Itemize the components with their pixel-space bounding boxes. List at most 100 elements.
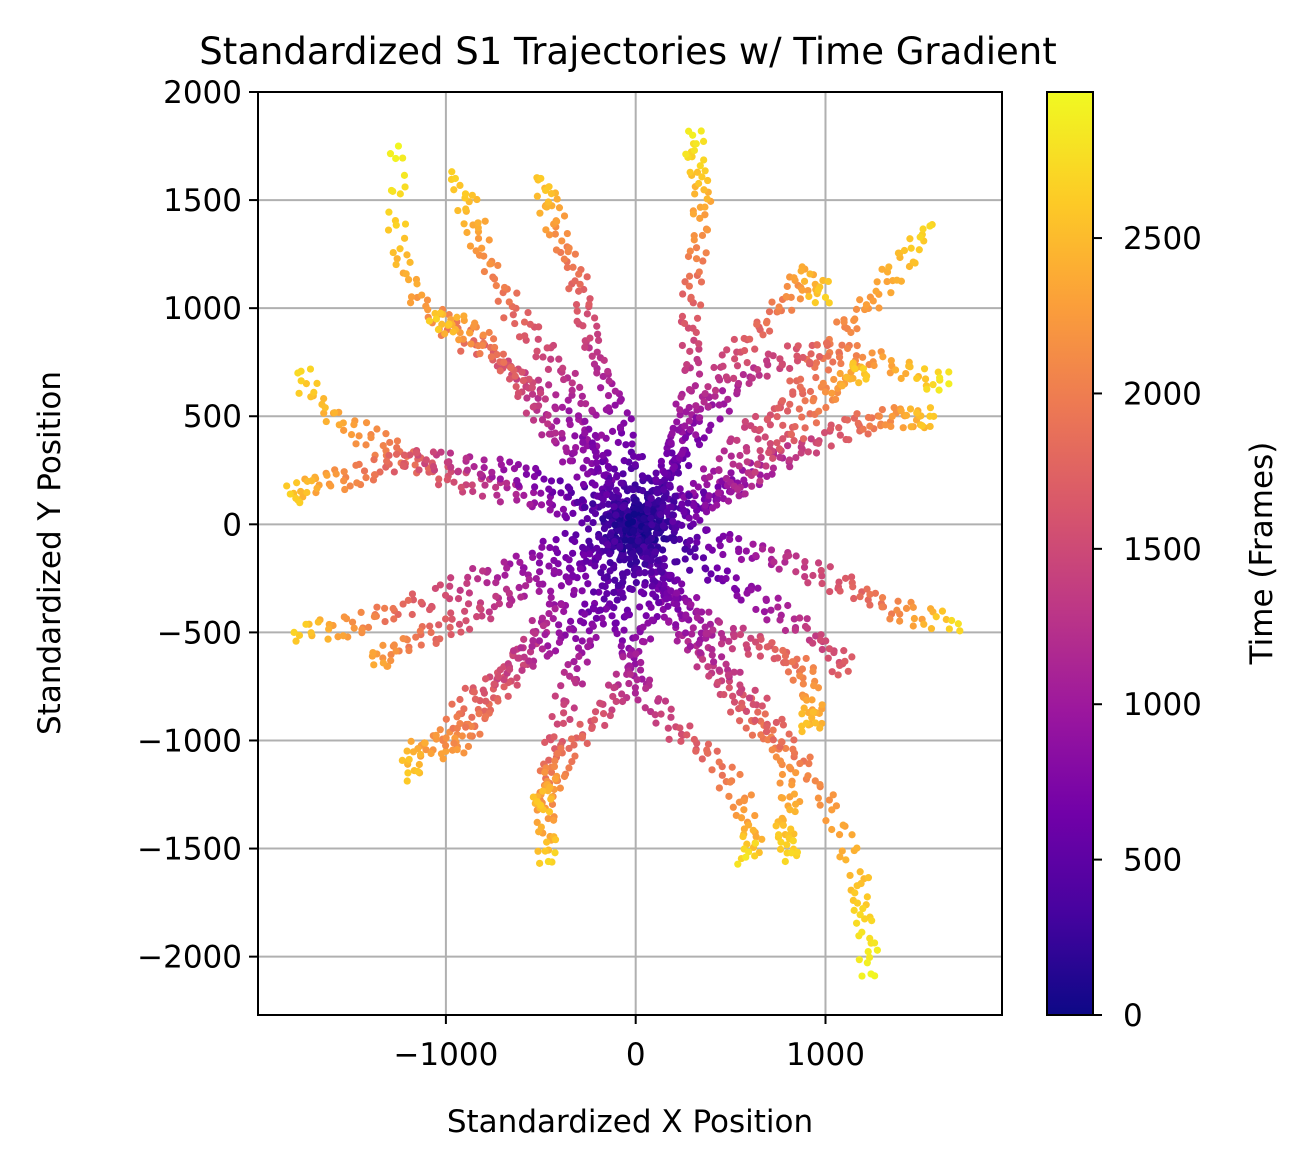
trajectory-point [520, 318, 529, 326]
trajectory-point [691, 190, 699, 198]
trajectory-point [775, 831, 783, 839]
trajectory-point [340, 477, 348, 485]
trajectory-point [853, 899, 862, 907]
trajectory-point [313, 484, 321, 492]
trajectory-point [610, 588, 618, 597]
trajectory-point [668, 429, 676, 438]
trajectory-point [478, 341, 487, 350]
trajectory-point [839, 821, 847, 829]
trajectory-point [751, 345, 759, 353]
trajectory-point [660, 493, 668, 502]
trajectory-point [697, 278, 706, 286]
trajectory-point [749, 540, 757, 548]
trajectory-point [589, 622, 597, 630]
trajectory-point [560, 375, 568, 384]
trajectory-point [579, 446, 587, 454]
trajectory-point [358, 626, 366, 634]
trajectory-point [779, 421, 787, 429]
trajectory-point [713, 495, 721, 503]
trajectory-point [457, 483, 465, 491]
colorbar-tick-label: 2500 [1123, 221, 1202, 257]
trajectory-point [634, 537, 642, 545]
trajectory-point [799, 353, 807, 362]
trajectory-point [708, 645, 716, 654]
trajectory-point [496, 475, 504, 483]
trajectory-point [506, 665, 514, 674]
trajectory-point [606, 711, 614, 720]
trajectory-point [916, 233, 924, 241]
trajectory-point [545, 430, 554, 438]
trajectory-point [801, 424, 809, 432]
trajectory-point [588, 406, 596, 414]
trajectory-point [551, 605, 559, 613]
trajectory-point [807, 435, 815, 443]
trajectory-point [553, 195, 561, 203]
trajectory-point [665, 735, 673, 743]
trajectory-point [858, 972, 866, 980]
trajectory-point [485, 608, 493, 616]
trajectory-point [387, 186, 396, 195]
trajectory-point [556, 477, 564, 485]
trajectory-point [307, 629, 315, 637]
trajectory-point [818, 701, 826, 709]
trajectory-point [776, 779, 784, 787]
trajectory-point [715, 618, 724, 626]
trajectory-point [398, 756, 406, 765]
trajectory-point [625, 513, 633, 521]
trajectory-point [636, 603, 644, 611]
trajectory-point [589, 588, 598, 596]
trajectory-point [673, 589, 681, 597]
trajectory-point [687, 293, 695, 301]
trajectory-point [600, 356, 608, 364]
trajectory-point [369, 648, 377, 657]
trajectory-point [853, 844, 861, 852]
trajectory-point [470, 463, 478, 471]
trajectory-point [572, 443, 580, 452]
trajectory-point [660, 555, 668, 563]
trajectory-point [360, 467, 369, 475]
trajectory-point [727, 452, 735, 460]
trajectory-point [510, 465, 519, 473]
trajectory-point [709, 626, 717, 634]
trajectory-point [340, 468, 348, 476]
trajectory-point [618, 697, 627, 706]
trajectory-point [705, 543, 713, 551]
trajectory-point [773, 439, 781, 447]
trajectory-point [591, 562, 599, 570]
trajectory-point [450, 739, 458, 747]
trajectory-point [672, 400, 680, 408]
trajectory-point [314, 618, 322, 626]
trajectory-point [560, 772, 569, 781]
trajectory-point [828, 389, 836, 397]
trajectory-point [464, 600, 473, 608]
trajectory-point [627, 415, 635, 423]
trajectory-point [386, 150, 395, 158]
trajectory-point [529, 636, 537, 645]
trajectory-point [559, 458, 567, 466]
trajectory-point [583, 310, 591, 318]
trajectory-point [460, 220, 468, 228]
trajectory-point [516, 558, 524, 566]
trajectory-point [582, 572, 590, 580]
trajectory-point [841, 574, 850, 582]
trajectory-point [763, 694, 771, 702]
trajectory-point [442, 715, 450, 723]
trajectory-point [324, 635, 332, 643]
trajectory-point [913, 409, 921, 417]
trajectory-point [740, 334, 748, 343]
trajectory-point [551, 849, 559, 857]
trajectory-point [596, 606, 605, 614]
trajectory-point [836, 661, 844, 670]
trajectory-point [540, 475, 548, 483]
trajectory-point [544, 857, 552, 866]
trajectory-point [637, 658, 645, 667]
trajectory-point [684, 252, 693, 261]
trajectory-point [714, 374, 723, 382]
trajectory-point [883, 277, 891, 286]
trajectory-point [576, 280, 584, 288]
trajectory-point [575, 287, 583, 295]
trajectory-point [797, 449, 805, 457]
trajectory-point [446, 623, 454, 631]
trajectory-point [797, 267, 805, 275]
trajectory-point [465, 589, 473, 597]
